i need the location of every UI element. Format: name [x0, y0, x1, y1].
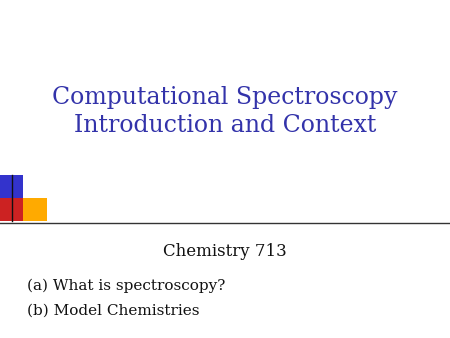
Bar [0, 175, 23, 198]
Text: Chemistry 713: Chemistry 713 [163, 243, 287, 260]
Text: (b) Model Chemistries: (b) Model Chemistries [27, 304, 199, 318]
Text: Computational Spectroscopy
Introduction and Context: Computational Spectroscopy Introduction … [52, 86, 398, 137]
Bar [23, 198, 47, 221]
Bar [0, 198, 23, 221]
Text: (a) What is spectroscopy?: (a) What is spectroscopy? [27, 279, 225, 293]
